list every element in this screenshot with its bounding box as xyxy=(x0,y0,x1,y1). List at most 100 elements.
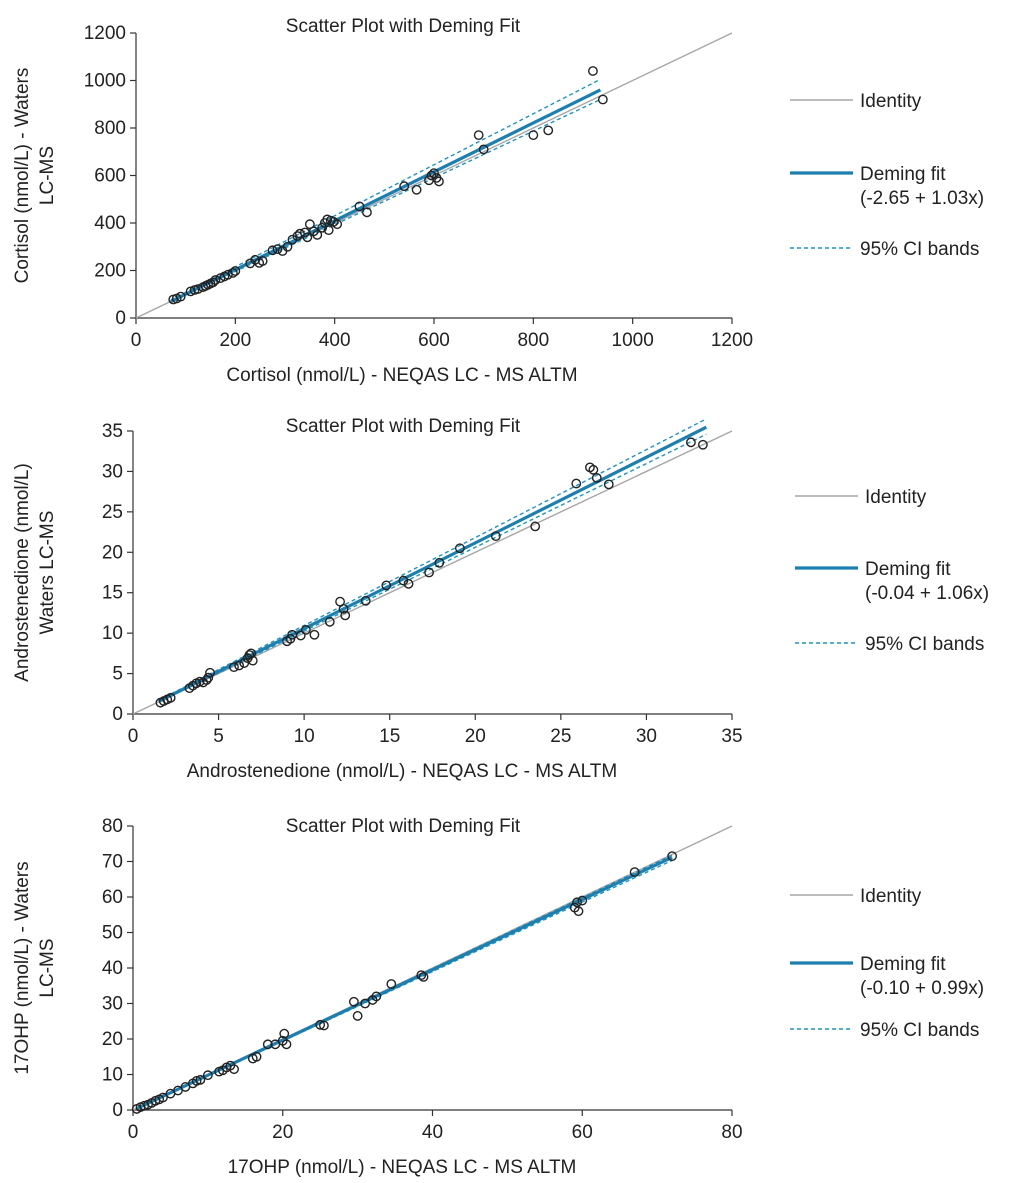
data-point xyxy=(267,245,278,256)
data-point xyxy=(262,1039,273,1050)
ci-band-upper xyxy=(158,418,707,701)
legend-ci-label: 95% CI bands xyxy=(865,634,984,655)
data-point xyxy=(348,996,359,1007)
data-point xyxy=(247,655,258,666)
identity-line xyxy=(132,430,733,715)
y-axis-label-line: Cortisol (nmol/L) - Waters xyxy=(12,68,33,284)
data-point xyxy=(210,275,221,285)
data-point xyxy=(300,625,311,635)
x-tick-label: 10 xyxy=(294,726,315,747)
y-tick-label: 5 xyxy=(112,664,123,685)
x-tick-label: 60 xyxy=(572,1122,593,1143)
ci-band-upper xyxy=(170,78,601,301)
legend-ci-label: 95% CI bands xyxy=(860,239,979,260)
data-point xyxy=(543,125,554,136)
data-point xyxy=(203,672,214,683)
data-point xyxy=(246,648,256,659)
x-tick-label: 15 xyxy=(379,726,400,747)
data-point xyxy=(257,256,268,266)
data-point xyxy=(165,692,176,703)
data-point xyxy=(371,991,382,1002)
data-point xyxy=(473,130,484,141)
legend-fit-equation: (-2.65 + 1.03x) xyxy=(860,188,984,209)
legend-fit-label: Deming fit xyxy=(865,559,951,580)
data-point xyxy=(175,291,186,302)
data-point xyxy=(698,439,708,450)
data-point xyxy=(571,478,582,489)
data-point xyxy=(603,479,614,490)
data-point xyxy=(426,170,437,181)
y-tick-label: 40 xyxy=(102,958,123,979)
data-point xyxy=(434,176,444,187)
data-point xyxy=(229,1064,239,1075)
data-point xyxy=(434,557,445,568)
data-point xyxy=(416,970,427,980)
data-point xyxy=(386,979,397,989)
chart-panel-3: Scatter Plot with Deming Fit 0 10 20 30 40 50 6… xyxy=(12,816,984,1178)
x-tick-label: 200 xyxy=(219,330,251,351)
chart-panel-2: Scatter Plot with Deming Fit 0 5 10 15 20 25 30… xyxy=(12,416,989,782)
data-point xyxy=(398,575,409,586)
y-tick-label: 0 xyxy=(112,1100,123,1121)
data-point xyxy=(429,168,439,179)
legend-ci-label: 95% CI bands xyxy=(860,1020,979,1041)
x-tick-label: 0 xyxy=(131,330,142,351)
y-tick-label: 20 xyxy=(102,542,123,563)
y-tick-label: 1000 xyxy=(84,71,126,92)
x-axis-label: Cortisol (nmol/L) - NEQAS LC - MS ALTM xyxy=(226,365,577,386)
chart-title: Scatter Plot with Deming Fit xyxy=(286,16,521,37)
data-point xyxy=(230,266,241,276)
deming-fit-line xyxy=(170,88,602,303)
data-point xyxy=(195,1074,206,1085)
x-axis-label: 17OHP (nmol/L) - NEQAS LC - MS ALTM xyxy=(228,1157,577,1178)
legend-fit-label: Deming fit xyxy=(860,164,946,185)
x-tick-label: 5 xyxy=(213,726,224,747)
y-tick-label: 20 xyxy=(102,1029,123,1050)
x-tick-label: 25 xyxy=(550,726,571,747)
y-tick-label: 30 xyxy=(102,994,123,1015)
data-point xyxy=(424,567,434,578)
data-point xyxy=(304,219,315,230)
data-point xyxy=(272,244,283,255)
data-point xyxy=(338,603,349,614)
x-tick-label: 0 xyxy=(128,726,139,747)
y-tick-label: 1200 xyxy=(84,23,126,44)
data-point xyxy=(227,267,238,278)
x-tick-label: 600 xyxy=(418,330,450,351)
data-point xyxy=(591,472,602,483)
x-tick-label: 1000 xyxy=(612,330,654,351)
data-point xyxy=(686,437,696,448)
x-tick-label: 800 xyxy=(517,330,549,351)
chart-title: Scatter Plot with Deming Fit xyxy=(286,816,521,837)
data-point xyxy=(158,1092,168,1103)
data-point xyxy=(205,667,215,678)
data-point xyxy=(282,241,293,252)
legend-identity-label: Identity xyxy=(860,91,922,112)
data-point xyxy=(577,895,588,906)
y-tick-label: 0 xyxy=(112,704,123,725)
x-tick-label: 20 xyxy=(272,1122,293,1143)
data-point xyxy=(229,662,239,673)
y-tick-label: 10 xyxy=(102,1065,123,1086)
data-point xyxy=(324,616,335,627)
y-tick-label: 70 xyxy=(102,852,123,873)
data-point xyxy=(312,229,323,240)
data-point xyxy=(629,867,640,878)
y-tick-label: 50 xyxy=(102,923,123,944)
data-point xyxy=(281,1039,292,1050)
y-tick-label: 30 xyxy=(102,461,123,482)
data-point xyxy=(202,1070,213,1081)
y-tick-label: 10 xyxy=(102,623,123,644)
legend-fit-equation: (-0.04 + 1.06x) xyxy=(865,583,989,604)
data-point xyxy=(332,219,343,230)
data-point xyxy=(490,531,501,542)
data-point xyxy=(597,94,608,105)
data-point xyxy=(530,521,541,532)
data-point xyxy=(295,630,306,641)
legend-fit-label: Deming fit xyxy=(860,954,946,975)
x-tick-label: 20 xyxy=(465,726,486,747)
ci-band-lower xyxy=(170,98,601,303)
y-tick-label: 35 xyxy=(102,421,123,442)
